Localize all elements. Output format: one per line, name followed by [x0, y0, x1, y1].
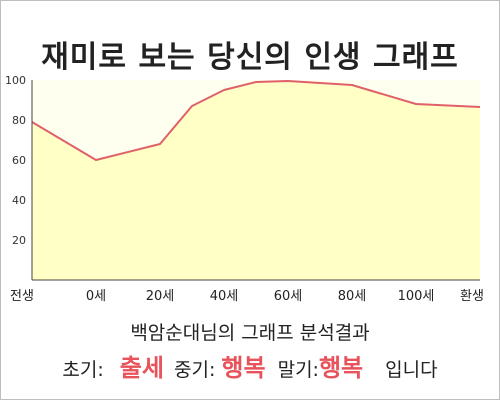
analysis-summary: 백암순대님의 그래프 분석결과 — [130, 322, 370, 344]
early-value: 출세 — [119, 354, 164, 382]
y-tick-label: 40 — [12, 194, 26, 207]
x-tick-label: 환생 — [460, 289, 484, 304]
y-tick-label: 20 — [12, 234, 26, 247]
x-tick-label: 40세 — [210, 289, 239, 304]
x-tick-label: 20세 — [146, 289, 175, 304]
life-area-fill — [32, 81, 480, 280]
y-tick-label: 80 — [12, 114, 26, 127]
y-tick-label: 60 — [12, 154, 26, 167]
x-tick-label: 60세 — [274, 289, 303, 304]
ending-text: 입니다 — [385, 359, 438, 381]
mid-label: 중기: — [174, 359, 216, 381]
analysis-result: 초기: 출세 중기: 행복 말기:행복 입니다 — [0, 348, 500, 383]
mid-value: 행복 — [221, 354, 266, 382]
x-tick-label: 80세 — [338, 289, 367, 304]
y-tick-label: 100 — [5, 74, 26, 87]
late-value: 행복 — [318, 354, 364, 382]
y-tick-labels: 20 40 60 80 100 — [5, 74, 26, 247]
life-series-line — [31, 80, 481, 161]
x-tick-labels: 전생 0세 20세 40세 60세 80세 100세 환생 — [10, 289, 484, 304]
x-tick-label: 0세 — [86, 289, 106, 304]
x-tick-label: 100세 — [398, 289, 435, 304]
page-title: 재미로 보는 당신의 인생 그래프 — [41, 40, 459, 75]
late-label: 말기: — [277, 359, 319, 381]
x-tick-label: 전생 — [10, 289, 34, 304]
early-label: 초기: — [62, 359, 104, 381]
